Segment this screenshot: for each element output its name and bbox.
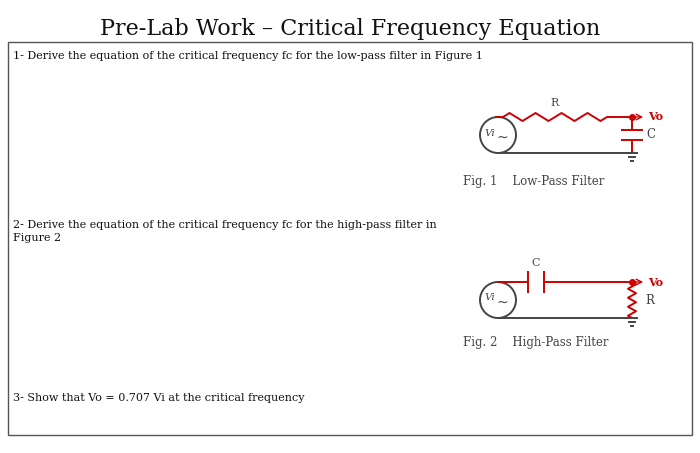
Text: Fig. 2    High-Pass Filter: Fig. 2 High-Pass Filter	[463, 336, 608, 349]
Text: 2- Derive the equation of the critical frequency fc for the high-pass filter in: 2- Derive the equation of the critical f…	[13, 220, 437, 230]
Text: 3- Show that Vo = 0.707 Vi at the critical frequency: 3- Show that Vo = 0.707 Vi at the critic…	[13, 393, 304, 403]
Text: R: R	[551, 98, 559, 108]
Text: ~: ~	[496, 296, 507, 310]
Text: Fig. 1    Low-Pass Filter: Fig. 1 Low-Pass Filter	[463, 175, 604, 188]
Text: C: C	[646, 129, 655, 141]
Bar	[8, 42, 692, 435]
Text: Pre-Lab Work – Critical Frequency Equation: Pre-Lab Work – Critical Frequency Equati…	[100, 18, 600, 40]
Text: Vo: Vo	[648, 111, 663, 122]
Text: ~: ~	[496, 131, 507, 145]
Text: Vi: Vi	[484, 129, 496, 138]
Text: Vi: Vi	[484, 294, 496, 303]
Text: Figure 2: Figure 2	[13, 233, 61, 243]
Text: R: R	[645, 294, 654, 307]
Text: 1- Derive the equation of the critical frequency fc for the low-pass filter in F: 1- Derive the equation of the critical f…	[13, 51, 483, 61]
Text: C: C	[532, 258, 540, 268]
Text: Vo: Vo	[648, 276, 663, 288]
